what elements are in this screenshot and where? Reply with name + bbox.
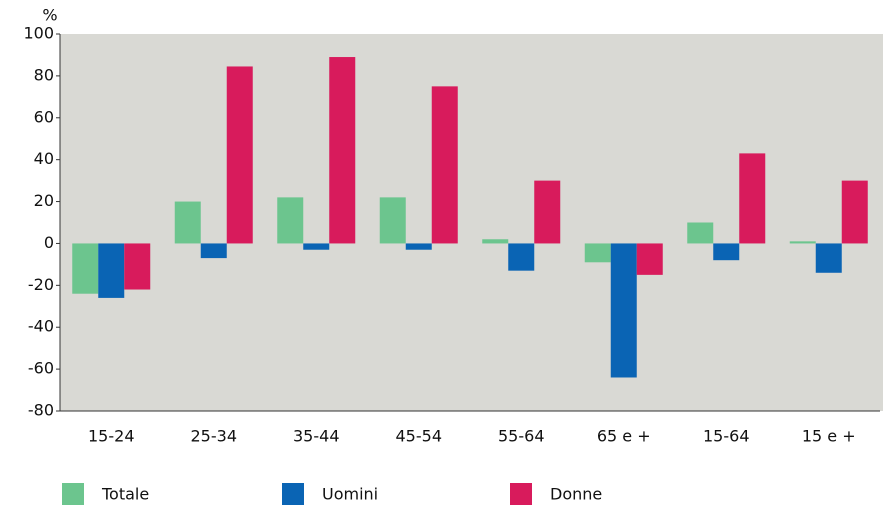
x-tick-label: 45-54 — [396, 427, 443, 446]
y-tick-label: -80 — [28, 401, 54, 420]
y-tick-label: 20 — [34, 191, 54, 210]
y-tick-label: -60 — [28, 359, 54, 378]
x-tick-label: 55-64 — [498, 427, 545, 446]
bar — [124, 243, 151, 290]
x-tick-label: 65 e + — [597, 427, 651, 446]
legend-swatch — [510, 483, 532, 505]
legend-label: Uomini — [322, 485, 378, 504]
bar — [584, 243, 611, 263]
bar — [636, 243, 663, 275]
y-tick-label: 100 — [23, 24, 54, 43]
bar — [687, 222, 714, 244]
bar — [482, 239, 509, 244]
y-tick-label: -40 — [28, 317, 54, 336]
bar — [713, 243, 740, 261]
bar — [72, 243, 99, 294]
bar — [174, 201, 201, 244]
bar — [303, 243, 330, 250]
x-tick-label: 25-34 — [191, 427, 238, 446]
x-tick-label: 35-44 — [293, 427, 340, 446]
x-tick-label: 15 e + — [802, 427, 856, 446]
bar — [534, 180, 561, 244]
bar — [277, 197, 304, 244]
bar — [739, 153, 766, 244]
bar — [841, 180, 868, 244]
y-tick-label: 80 — [34, 65, 54, 84]
y-tick-label: -20 — [28, 275, 54, 294]
x-tick-label: 15-64 — [703, 427, 750, 446]
bar — [226, 66, 253, 244]
bar — [431, 86, 458, 244]
y-tick-label: 0 — [44, 233, 54, 252]
bar — [98, 243, 125, 298]
bar — [610, 243, 637, 378]
bar — [405, 243, 432, 250]
legend-swatch — [282, 483, 304, 505]
y-tick-label: 40 — [34, 149, 54, 168]
bar — [789, 241, 816, 244]
legend-label: Donne — [550, 485, 602, 504]
x-tick-label: 15-24 — [88, 427, 135, 446]
legend-label: Totale — [101, 485, 149, 504]
bar — [200, 243, 227, 259]
legend-swatch — [62, 483, 84, 505]
bar — [379, 197, 406, 244]
bar — [508, 243, 535, 271]
y-axis-label: % — [42, 6, 57, 25]
bar — [329, 57, 356, 244]
y-tick-label: 60 — [34, 107, 54, 126]
bar — [815, 243, 842, 273]
